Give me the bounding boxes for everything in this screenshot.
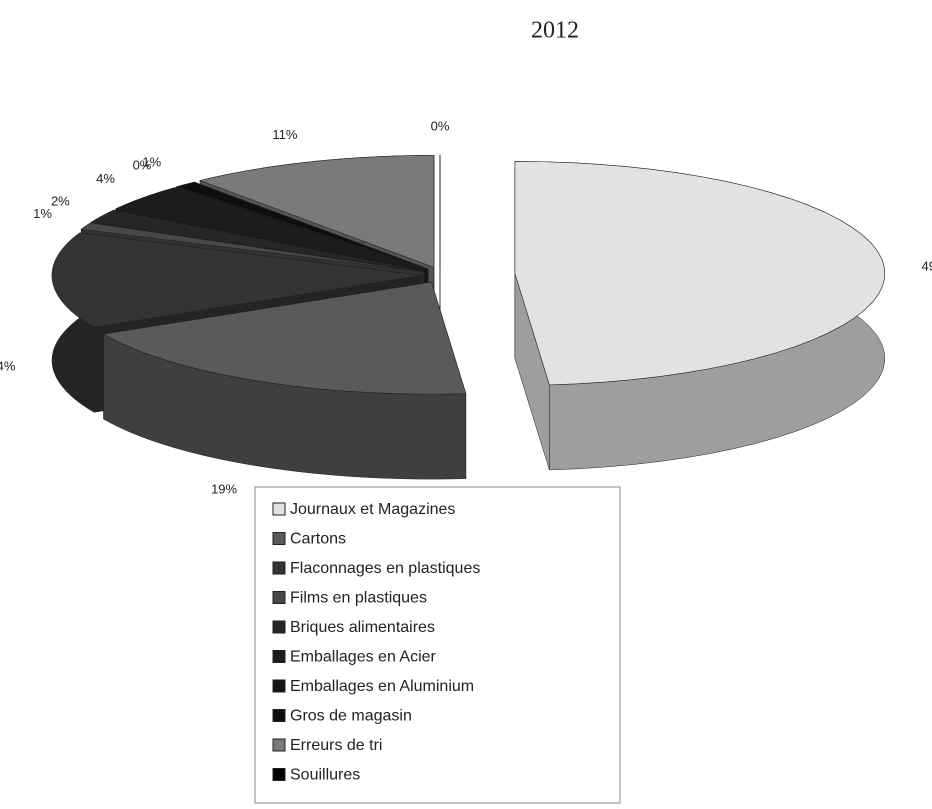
legend-swatch bbox=[272, 561, 286, 575]
legend-swatch bbox=[272, 679, 286, 693]
data-label: 0% bbox=[431, 118, 450, 133]
legend-label: Cartons bbox=[290, 531, 346, 548]
legend-swatch bbox=[272, 620, 286, 634]
data-label: 14% bbox=[0, 358, 16, 373]
legend-swatch bbox=[272, 738, 286, 752]
data-label: 19% bbox=[211, 482, 237, 497]
slice bbox=[80, 222, 424, 272]
slice bbox=[51, 232, 423, 328]
slice bbox=[175, 181, 429, 270]
slice bbox=[199, 155, 435, 268]
legend-box bbox=[254, 486, 621, 804]
data-label: 4% bbox=[96, 171, 115, 186]
legend-swatch bbox=[272, 532, 286, 545]
slice bbox=[114, 187, 427, 271]
data-label: 49% bbox=[921, 258, 932, 273]
legend-label: Erreurs de tri bbox=[290, 737, 382, 754]
legend-swatch bbox=[272, 502, 286, 516]
legend-label: Briques alimentaires bbox=[290, 619, 435, 636]
legend-label: Journaux et Magazines bbox=[290, 501, 455, 518]
slice bbox=[102, 281, 467, 395]
data-label: 1% bbox=[142, 155, 161, 170]
legend-swatch bbox=[272, 768, 286, 781]
data-label: 0% bbox=[133, 158, 152, 173]
legend-swatch bbox=[272, 709, 286, 722]
legend-label: Gros de magasin bbox=[290, 708, 412, 725]
chart-title: 2012 bbox=[531, 18, 579, 44]
legend-label: Flaconnages en plastiques bbox=[290, 560, 480, 577]
legend-label: Emballages en Acier bbox=[290, 649, 437, 666]
data-label: 11% bbox=[272, 127, 297, 142]
legend-label: Emballages en Aluminium bbox=[290, 678, 474, 695]
slice bbox=[90, 209, 425, 272]
legend-swatch bbox=[272, 591, 286, 604]
legend-label: Souillures bbox=[290, 767, 360, 784]
legend-swatch bbox=[272, 650, 286, 663]
data-label: 2% bbox=[51, 194, 70, 209]
data-label: 1% bbox=[33, 206, 52, 221]
legend-label: Films en plastiques bbox=[290, 590, 427, 607]
slice bbox=[514, 161, 886, 386]
